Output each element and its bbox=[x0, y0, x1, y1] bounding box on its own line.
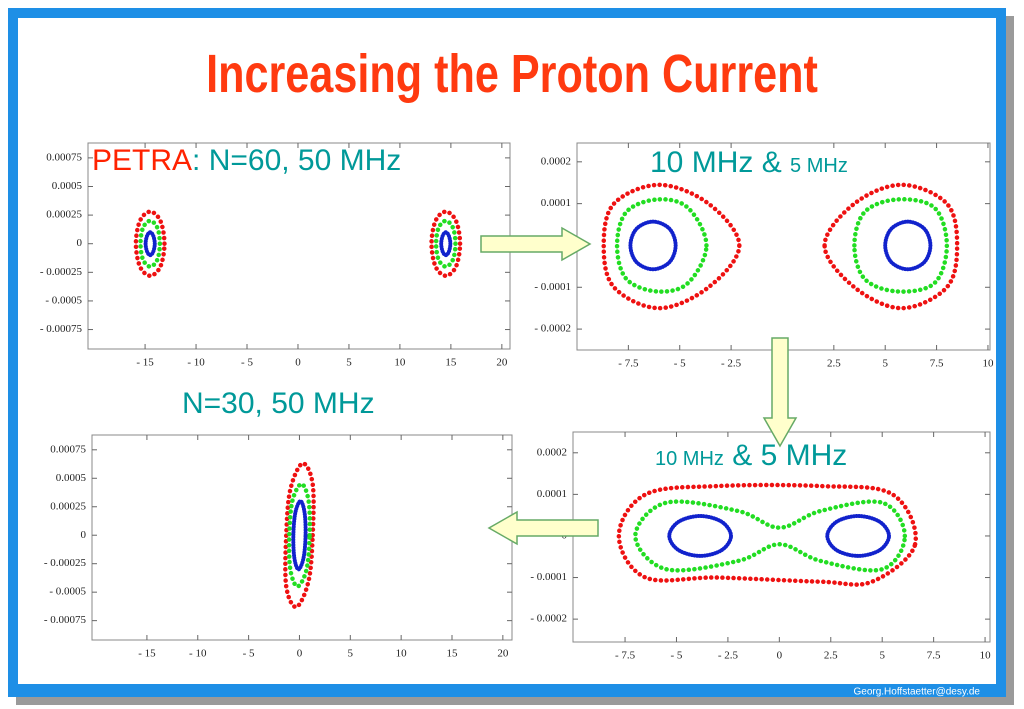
plot-heading: 10 MHz & 5 MHz bbox=[650, 146, 848, 179]
x-tick-label: - 2.5 bbox=[721, 358, 742, 370]
y-tick-label: 0.00075 bbox=[46, 151, 82, 163]
heading-part: 5 MHz bbox=[790, 155, 848, 177]
y-tick-label: 0.0005 bbox=[52, 180, 83, 192]
x-tick-label: 5 bbox=[882, 358, 888, 370]
footer: Georg.Hoffstaetter@desy.de bbox=[853, 687, 980, 698]
y-tick-label: - 0.00025 bbox=[40, 266, 83, 278]
x-tick-label: - 10 bbox=[189, 648, 207, 660]
orbit bbox=[439, 230, 453, 258]
y-tick-label: - 0.00075 bbox=[44, 614, 87, 626]
orbit bbox=[616, 482, 919, 587]
heading-part: 10 MHz bbox=[655, 448, 724, 470]
orbit bbox=[133, 209, 167, 279]
x-tick-label: - 15 bbox=[136, 357, 154, 369]
x-tick-label: 2.5 bbox=[824, 650, 838, 662]
plot: - 7.5 - 5 - 2.5 2.5 5 7.5 10 0.0002 0.0001 - 0.00… bbox=[534, 142, 994, 370]
x-tick-label: - 10 bbox=[187, 357, 205, 369]
orbit bbox=[143, 230, 157, 258]
orbit bbox=[286, 481, 313, 589]
orbit bbox=[825, 513, 891, 558]
plot-heading: N=30, 50 MHz bbox=[182, 387, 375, 420]
x-tick-label: 15 bbox=[447, 648, 459, 660]
orbit bbox=[614, 197, 709, 294]
arrows bbox=[480, 226, 798, 546]
plot-frame bbox=[91, 434, 513, 641]
y-tick-label: - 0.0001 bbox=[530, 571, 567, 583]
x-tick-label: 0 bbox=[297, 648, 303, 660]
arrow-down bbox=[762, 337, 798, 448]
plot-frame bbox=[576, 142, 991, 351]
x-tick-label: 5 bbox=[348, 648, 354, 660]
x-tick-label: 15 bbox=[445, 357, 457, 369]
x-tick-label: 0 bbox=[777, 650, 783, 662]
arrow-right bbox=[480, 226, 592, 262]
x-tick-label: 0 bbox=[295, 357, 301, 369]
x-tick-label: - 7.5 bbox=[618, 358, 639, 370]
y-tick-label: - 0.00025 bbox=[44, 557, 87, 569]
y-tick-label: 0.00075 bbox=[50, 443, 86, 455]
plot: - 15 - 10 - 5 0 5 10 15 20 0.00075 0.0005 0.00025 0… bbox=[40, 142, 511, 369]
x-tick-label: 7.5 bbox=[927, 650, 941, 662]
y-tick-label: - 0.0005 bbox=[49, 586, 86, 598]
plots: - 15- 10- 5 0 5 10 15 200.000750.00050.000250… bbox=[40, 142, 994, 662]
heading-part: & 5 MHz bbox=[724, 439, 847, 472]
y-tick-label: 0.0002 bbox=[541, 155, 571, 167]
y-tick-label: 0.0001 bbox=[541, 197, 571, 209]
x-tick-label: 10 bbox=[396, 648, 408, 660]
x-tick-label: 10 bbox=[982, 358, 994, 370]
y-tick-label: 0.0001 bbox=[537, 488, 567, 500]
plot: - 15 - 10 - 5 0 5 10 15 20 0.00075 0.0005 0.00025 0… bbox=[44, 387, 513, 660]
x-tick-label: 7.5 bbox=[930, 358, 944, 370]
plot-heading: 10 MHz & 5 MHz bbox=[655, 439, 847, 472]
heading-part: N=30, 50 MHz bbox=[182, 387, 375, 420]
x-tick-label: - 2.5 bbox=[718, 650, 739, 662]
plot-frame bbox=[572, 431, 991, 643]
plot-heading: PETRA: N=60, 50 MHz bbox=[92, 144, 401, 177]
x-tick-label: 5 bbox=[879, 650, 885, 662]
y-tick-label: - 0.0002 bbox=[534, 323, 571, 335]
slide-title: Increasing the Proton Current bbox=[206, 45, 818, 105]
y-tick-label: - 0.0001 bbox=[534, 281, 571, 293]
x-tick-label: 10 bbox=[394, 357, 406, 369]
x-tick-label: 20 bbox=[497, 648, 509, 660]
heading-part: PETRA bbox=[92, 144, 192, 177]
y-tick-label: 0.00025 bbox=[46, 209, 82, 221]
orbit bbox=[667, 513, 733, 558]
y-tick-label: - 0.00075 bbox=[40, 323, 83, 335]
x-tick-label: - 15 bbox=[138, 648, 156, 660]
y-tick-label: 0.0002 bbox=[537, 446, 567, 458]
orbit bbox=[883, 219, 933, 272]
x-tick-label: - 5 bbox=[674, 358, 686, 370]
arrow-left bbox=[487, 510, 599, 546]
x-tick-label: - 5 bbox=[241, 357, 253, 369]
y-tick-label: 0.00025 bbox=[50, 500, 86, 512]
y-tick-label: - 0.0002 bbox=[530, 613, 567, 625]
y-tick-label: 0 bbox=[81, 529, 87, 541]
x-tick-label: 2.5 bbox=[827, 358, 841, 370]
y-tick-label: 0.0005 bbox=[56, 472, 87, 484]
x-tick-label: - 5 bbox=[671, 650, 683, 662]
x-tick-label: 10 bbox=[980, 650, 992, 662]
x-tick-label: - 7.5 bbox=[615, 650, 636, 662]
x-tick-label: 20 bbox=[496, 357, 508, 369]
y-tick-label: 0 bbox=[77, 237, 83, 249]
orbit bbox=[291, 499, 308, 572]
x-tick-label: - 5 bbox=[243, 648, 255, 660]
orbit bbox=[852, 197, 950, 294]
x-tick-label: 5 bbox=[346, 357, 352, 369]
orbit bbox=[283, 461, 316, 610]
orbit bbox=[628, 219, 678, 272]
heading-part: : N=60, 50 MHz bbox=[192, 144, 401, 177]
orbit bbox=[601, 182, 742, 311]
orbit bbox=[429, 209, 463, 279]
orbit bbox=[822, 182, 960, 311]
heading-part: 10 MHz & bbox=[650, 146, 790, 179]
y-tick-label: - 0.0005 bbox=[45, 294, 82, 306]
orbit bbox=[633, 499, 908, 573]
